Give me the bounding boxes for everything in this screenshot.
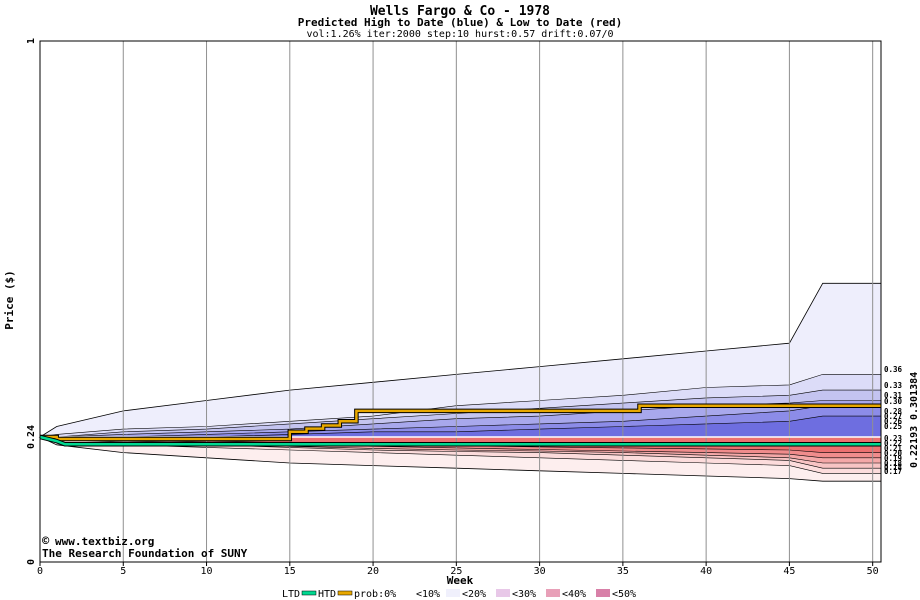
right-label-high-6: 0.26 <box>884 417 903 426</box>
x-ticks: 0 5 10 15 20 25 30 35 40 45 50 <box>37 562 879 577</box>
credit-copyright-symbol: © <box>42 534 50 548</box>
right-labels: 0.36 0.330.310.300.280.270.260.25 0.230.22… <box>884 365 903 476</box>
legend-swatch-htd <box>337 590 353 596</box>
grid-layer <box>40 41 881 562</box>
legend-label-htd: HTD <box>318 589 336 600</box>
x-tick-label-2: 10 <box>201 566 213 577</box>
y-tick-label-0: 0 <box>26 559 37 565</box>
legend-swatch-20 <box>496 589 510 597</box>
x-tick-label-3: 15 <box>284 566 296 577</box>
right-label-low-7: 0.17 <box>884 467 902 476</box>
y-tick-label-2: 1 <box>26 38 37 44</box>
legend-label-40: <40% <box>562 589 586 600</box>
legend-label-50: <50% <box>612 589 636 600</box>
x-tick-label-6: 30 <box>534 566 546 577</box>
legend-label-20: <20% <box>462 589 486 600</box>
right-label-high-0: 0.36 <box>884 365 903 374</box>
chart-params: vol:1.26% iter:2000 step:10 hurst:0.57 d… <box>306 29 613 40</box>
x-tick-label-1: 5 <box>120 566 126 577</box>
x-axis-label: Week <box>447 574 474 587</box>
right-label-high-4: 0.28 <box>884 407 903 416</box>
x-tick-label-9: 45 <box>783 566 795 577</box>
legend: LTD HTD prob:0% <10% <20% <30% <40% <50% <box>282 589 636 600</box>
right-label-low-4: 0.19 <box>884 454 903 463</box>
right-label-low-6: 0.18 <box>884 463 903 472</box>
credit-website: www.textbiz.org <box>55 535 154 548</box>
right-label-low-1: 0.22 <box>884 439 902 448</box>
right-label-low-5: 0.18 <box>884 459 903 468</box>
y-axis-label: Price ($) <box>3 270 16 330</box>
right-vertical-label-low: 0.22193 <box>909 426 920 468</box>
right-label-high-5: 0.27 <box>884 412 902 421</box>
chart-title: Wells Fargo & Co - 1978 <box>370 4 550 19</box>
x-tick-label-5: 25 <box>450 566 462 577</box>
legend-swatch-40 <box>596 589 610 597</box>
plot-frame <box>39 40 882 563</box>
legend-swatch-ltd <box>301 590 317 596</box>
series-line-ltd <box>39 435 881 446</box>
legend-swatch-prob0 <box>400 589 414 597</box>
x-tick-label-0: 0 <box>37 566 43 577</box>
x-tick-label-4: 20 <box>367 566 379 577</box>
plot-area <box>40 41 881 562</box>
legend-label-ltd: LTD <box>282 589 300 600</box>
legend-label-30: <30% <box>512 589 536 600</box>
x-tick-label-10: 50 <box>867 566 879 577</box>
right-label-high-1: 0.33 <box>884 381 903 390</box>
credit-organization: The Research Foundation of SUNY <box>42 547 248 560</box>
right-vertical-label-high: 0.301384 <box>909 372 920 420</box>
right-label-high-7: 0.25 <box>884 422 902 431</box>
right-label-high-2: 0.31 <box>884 391 903 400</box>
x-tick-label-8: 40 <box>700 566 712 577</box>
y-tick-label-1: 0.24 <box>26 425 37 449</box>
legend-swatch-10 <box>446 589 460 597</box>
legend-swatch-30 <box>546 589 560 597</box>
right-label-low-2: 0.21 <box>884 444 903 453</box>
series-layer <box>39 403 881 447</box>
legend-label-prob0: prob:0% <box>354 589 396 600</box>
x-tick-label-7: 35 <box>617 566 629 577</box>
right-label-high-3: 0.30 <box>884 397 903 406</box>
legend-label-10: <10% <box>416 589 440 600</box>
right-label-low-0: 0.23 <box>884 434 903 443</box>
series-line-htd <box>40 404 881 441</box>
y-ticks: 0 0.24 1 <box>26 38 37 565</box>
chart-subtitle: Predicted High to Date (blue) & Low to D… <box>298 16 623 29</box>
right-label-low-3: 0.20 <box>884 449 903 458</box>
